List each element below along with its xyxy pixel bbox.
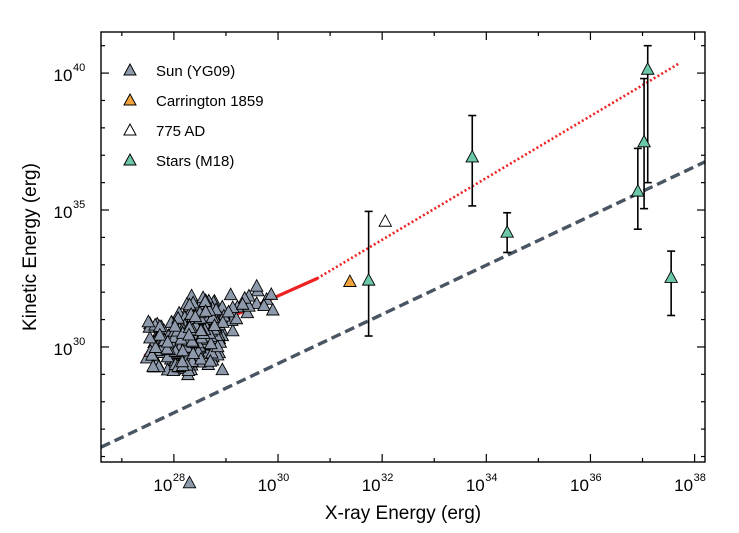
x-tick-exponent: 32 bbox=[381, 472, 393, 484]
x-tick-label: 10 bbox=[570, 476, 589, 495]
sun-point bbox=[160, 334, 175, 348]
x-tick-exponent: 38 bbox=[694, 472, 706, 484]
sun-point bbox=[249, 296, 264, 309]
scatter-points bbox=[139, 44, 679, 489]
sun-point bbox=[203, 353, 218, 367]
sun-point bbox=[182, 327, 196, 341]
star-point bbox=[664, 269, 679, 283]
sun-point bbox=[142, 330, 157, 344]
legend-label-775ad: 775 AD bbox=[156, 123, 205, 140]
sun-point bbox=[145, 347, 159, 361]
sun-point bbox=[182, 297, 197, 311]
y-tick-label: 10 bbox=[54, 203, 73, 222]
sun-point bbox=[257, 298, 271, 312]
legend-marker-carrington bbox=[123, 92, 137, 106]
sun-point bbox=[225, 323, 240, 337]
x-tick-exponent: 34 bbox=[485, 472, 497, 484]
x-tick-label: 10 bbox=[153, 476, 172, 495]
x-tick-exponent: 36 bbox=[589, 472, 601, 484]
sun-point bbox=[264, 286, 279, 300]
sun-point bbox=[141, 314, 156, 328]
legend: Sun (YG09) Carrington 1859 775 AD Stars … bbox=[123, 62, 264, 170]
star-point bbox=[361, 272, 376, 286]
x-tick-label: 10 bbox=[674, 476, 693, 495]
sun-point bbox=[221, 304, 236, 318]
legend-marker-stars bbox=[123, 152, 137, 166]
sun-point bbox=[194, 323, 208, 336]
sun-point bbox=[146, 358, 161, 372]
star-point bbox=[640, 61, 655, 75]
x-tick-label: 10 bbox=[362, 476, 381, 495]
y-axis-title: Kinetic Energy (erg) bbox=[20, 163, 41, 331]
sun-point bbox=[167, 318, 182, 332]
carrington-point bbox=[342, 274, 357, 287]
x-tick-label: 10 bbox=[258, 476, 277, 495]
y-tick-exponent: 35 bbox=[73, 199, 85, 211]
x-tick-exponent: 28 bbox=[173, 472, 185, 484]
y-tick-exponent: 40 bbox=[73, 62, 85, 74]
star-point bbox=[637, 134, 652, 148]
sun-point bbox=[186, 346, 201, 359]
sun-point bbox=[265, 302, 280, 316]
ad775-point bbox=[378, 213, 393, 227]
fit-line-dashed bbox=[100, 160, 706, 449]
sun-point bbox=[240, 305, 255, 319]
sun-point bbox=[148, 340, 163, 353]
legend-marker-sun bbox=[123, 62, 137, 76]
plot-frame bbox=[100, 31, 706, 463]
sun-point bbox=[182, 475, 197, 489]
sun-point bbox=[215, 362, 230, 376]
sun-point bbox=[175, 354, 190, 368]
sun-point bbox=[249, 278, 264, 292]
sun-point bbox=[235, 296, 250, 310]
sun-point bbox=[207, 318, 222, 332]
y-tick-label: 10 bbox=[54, 66, 73, 85]
legend-label-sun: Sun (YG09) bbox=[156, 63, 235, 80]
sun-point bbox=[215, 314, 230, 328]
sun-point bbox=[198, 303, 213, 317]
legend-label-carrington: Carrington 1859 bbox=[156, 93, 264, 110]
sun-point bbox=[188, 309, 203, 323]
sun-point bbox=[229, 311, 244, 325]
legend-label-stars: Stars (M18) bbox=[156, 153, 234, 170]
x-tick-label: 10 bbox=[466, 476, 485, 495]
y-tick-label: 10 bbox=[54, 340, 73, 359]
x-tick-exponent: 30 bbox=[277, 472, 289, 484]
y-tick-exponent: 30 bbox=[73, 336, 85, 348]
sun-point bbox=[160, 341, 175, 355]
sun-point bbox=[185, 333, 200, 347]
sun-point bbox=[152, 327, 167, 341]
star-point bbox=[500, 224, 515, 238]
x-axis-title: X-ray Energy (erg) bbox=[325, 503, 481, 524]
star-point bbox=[465, 149, 480, 163]
star-point bbox=[630, 183, 645, 197]
legend-marker-775ad bbox=[123, 122, 137, 136]
sun-point bbox=[223, 287, 238, 301]
